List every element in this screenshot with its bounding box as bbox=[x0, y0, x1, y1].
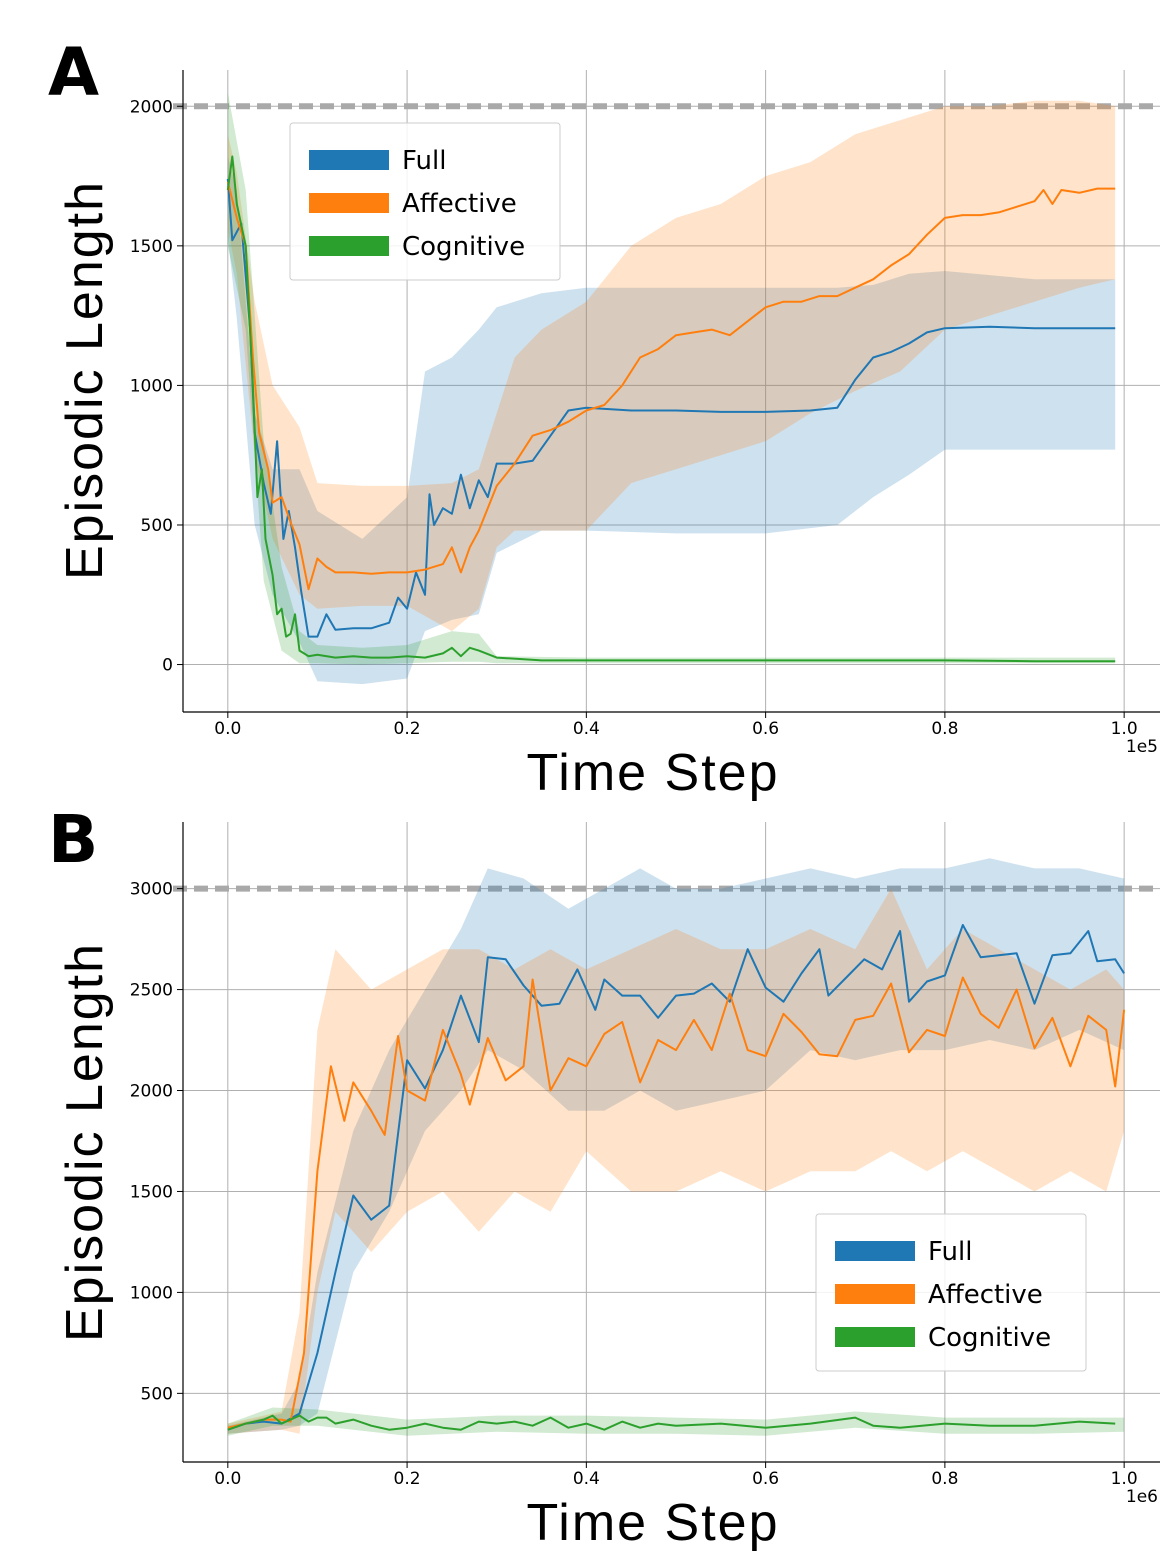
panel-a-band-affective bbox=[227, 100, 1116, 632]
panel-a-y-tick-4: 2000 bbox=[130, 97, 173, 117]
panel-b-axes bbox=[182, 822, 1160, 1463]
panel-b-line-cognitive bbox=[227, 1414, 1116, 1431]
panel-a-axes bbox=[182, 70, 1160, 713]
panel-a-y-tick-2: 1000 bbox=[130, 376, 173, 396]
panel-b-x-tick-5: 1.0 bbox=[1111, 1469, 1138, 1489]
panel-a-y-ticks: 0 500 1000 1500 2000 bbox=[130, 97, 183, 676]
panel-b-legend: Full Affective Cognitive bbox=[815, 1213, 1087, 1372]
panel-b-x-ticks: 0.0 0.2 0.4 0.6 0.8 1.0 bbox=[214, 1462, 1138, 1489]
panel-a-x-tick-1: 0.2 bbox=[394, 719, 421, 739]
panel-b-line-full bbox=[227, 924, 1125, 1431]
panel-a-legend-label-cognitive: Cognitive bbox=[402, 232, 525, 262]
panel-a-x-tick-3: 0.6 bbox=[752, 719, 779, 739]
panel-b-y-tick-3: 2000 bbox=[130, 1082, 173, 1102]
panel-b-x-tick-3: 0.6 bbox=[752, 1469, 779, 1489]
panel-a-y-tick-1: 500 bbox=[141, 516, 173, 536]
panel-a: A 0 500 1000 1500 2000 0.0 0.2 0.4 0.6 0.8 1.0 1e… bbox=[48, 34, 1160, 802]
panel-a-legend-swatch-cognitive bbox=[309, 236, 389, 256]
panel-b-x-multiplier: 1e6 bbox=[1126, 1487, 1158, 1507]
panel-b-x-tick-2: 0.4 bbox=[573, 1469, 600, 1489]
panel-b-y-tick-2: 1500 bbox=[130, 1182, 173, 1202]
panel-b-letter: B bbox=[48, 801, 98, 878]
panel-b-x-tick-1: 0.2 bbox=[394, 1469, 421, 1489]
panel-b-x-label: Time Step bbox=[526, 1494, 779, 1552]
panel-a-line-cognitive bbox=[226, 155, 1116, 663]
panel-b-legend-label-full: Full bbox=[928, 1237, 972, 1267]
panel-a-x-label: Time Step bbox=[526, 744, 779, 802]
panel-b-x-tick-0: 0.0 bbox=[214, 1469, 241, 1489]
panel-b-lines bbox=[227, 924, 1126, 1431]
panel-a-x-tick-0: 0.0 bbox=[214, 719, 241, 739]
panel-b-y-tick-0: 500 bbox=[141, 1384, 173, 1404]
panel-a-x-multiplier: 1e5 bbox=[1126, 737, 1158, 757]
panel-a-x-tick-4: 0.8 bbox=[931, 719, 958, 739]
panel-a-legend-label-full: Full bbox=[402, 146, 446, 176]
panel-b-legend-swatch-cognitive bbox=[835, 1327, 915, 1347]
panel-a-y-tick-0: 0 bbox=[162, 656, 173, 676]
panel-b-legend-label-cognitive: Cognitive bbox=[928, 1323, 1051, 1353]
panel-a-lines bbox=[226, 155, 1116, 663]
panel-a-x-tick-5: 1.0 bbox=[1111, 719, 1138, 739]
panel-b-y-tick-1: 1000 bbox=[130, 1283, 173, 1303]
panel-a-legend: Full Affective Cognitive bbox=[289, 122, 561, 281]
panel-b-y-ticks: 500 1000 1500 2000 2500 3000 bbox=[130, 880, 183, 1404]
panel-b-x-tick-4: 0.8 bbox=[931, 1469, 958, 1489]
panel-b-legend-label-affective: Affective bbox=[928, 1280, 1043, 1310]
panel-b-band-full bbox=[227, 858, 1125, 1434]
panel-a-letter: A bbox=[48, 34, 99, 111]
panel-a-x-tick-2: 0.4 bbox=[573, 719, 600, 739]
panel-b-y-tick-5: 3000 bbox=[130, 880, 173, 900]
panel-b-legend-swatch-affective bbox=[835, 1284, 915, 1304]
panel-a-y-label: Episodic Length bbox=[56, 180, 114, 580]
panel-a-x-ticks: 0.0 0.2 0.4 0.6 0.8 1.0 bbox=[214, 712, 1138, 739]
panel-b-y-tick-4: 2500 bbox=[130, 981, 173, 1001]
panel-a-legend-swatch-affective bbox=[309, 193, 389, 213]
panel-b-legend-swatch-full bbox=[835, 1241, 915, 1261]
panel-b-line-affective bbox=[227, 976, 1126, 1429]
panel-a-line-affective bbox=[226, 181, 1116, 591]
panel-a-legend-label-affective: Affective bbox=[402, 189, 517, 219]
panel-b-y-label: Episodic Length bbox=[56, 942, 114, 1342]
panel-a-line-full bbox=[226, 178, 1116, 638]
panel-a-y-tick-3: 1500 bbox=[130, 237, 173, 257]
panel-a-legend-swatch-full bbox=[309, 150, 389, 170]
